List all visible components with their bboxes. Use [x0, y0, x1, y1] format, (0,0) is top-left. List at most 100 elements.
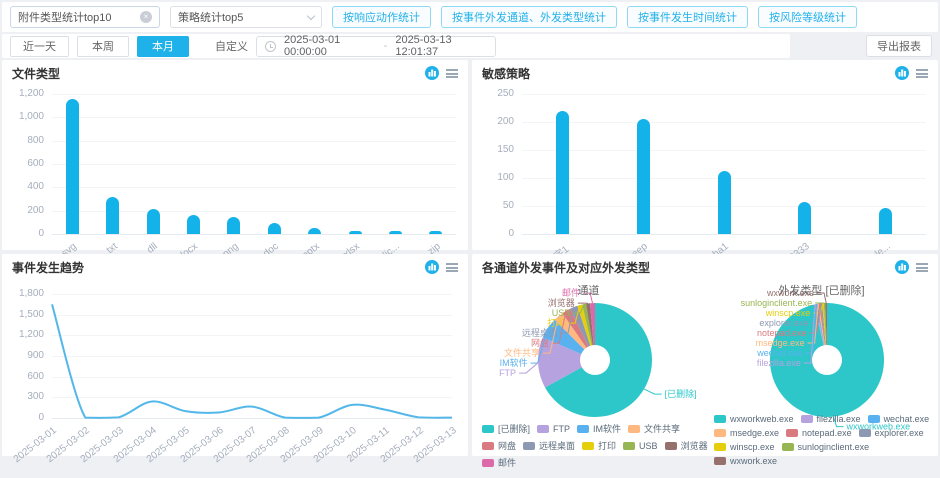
legend-swatch — [623, 442, 635, 450]
legend-label: 远程桌面 — [539, 439, 575, 452]
legend-item[interactable]: [已删除] — [482, 422, 530, 435]
legend-swatch — [714, 457, 726, 465]
gridline — [52, 141, 456, 142]
gridline — [52, 234, 456, 235]
pie-label: 网盘 — [531, 337, 549, 348]
pie-label: FTP — [499, 368, 516, 378]
legend-item[interactable]: 打印 — [582, 439, 616, 452]
legend-label: 邮件 — [498, 456, 516, 469]
policy-stat-select-value: 策略统计top5 — [178, 9, 243, 25]
range-this-month-button[interactable]: 本月 — [137, 36, 189, 57]
legend-label: [已删除] — [498, 422, 530, 435]
bar — [879, 208, 892, 234]
panel-title-file-type: 文件类型 — [12, 65, 60, 82]
y-axis-tick: 50 — [472, 200, 514, 211]
bar — [429, 231, 442, 234]
stat-by-time-button[interactable]: 按事件发生时间统计 — [627, 6, 748, 28]
bar — [227, 217, 240, 235]
donut-hole — [812, 345, 842, 375]
legend-swatch — [714, 443, 726, 451]
attachment-type-select[interactable]: 附件类型统计top10 × — [10, 6, 160, 28]
legend-swatch — [859, 429, 871, 437]
legend-item[interactable]: 文件共享 — [628, 422, 680, 435]
legend-item[interactable]: FTP — [537, 422, 570, 435]
legend-label: winscp.exe — [730, 442, 775, 452]
bar — [637, 119, 650, 234]
pie-label: msedge.exe — [756, 338, 805, 348]
pie-label: 浏览器 — [548, 297, 575, 308]
legend-item[interactable]: 邮件 — [482, 456, 516, 469]
custom-range-label: 自定义 — [215, 38, 248, 54]
stat-by-action-button[interactable]: 按响应动作统计 — [332, 6, 431, 28]
legend-item[interactable]: winscp.exe — [714, 442, 775, 452]
legend-item[interactable]: sunloginclient.exe — [782, 442, 870, 452]
legend-item[interactable]: msedge.exe — [714, 428, 779, 438]
pie-label: USB — [552, 308, 571, 318]
legend-label: sunloginclient.exe — [798, 442, 870, 452]
y-axis-tick: 200 — [472, 116, 514, 127]
legend-item[interactable]: filezilla.exe — [801, 414, 861, 424]
legend-item[interactable]: explorer.exe — [859, 428, 924, 438]
donut-hole — [580, 345, 610, 375]
legend-label: 浏览器 — [681, 439, 708, 452]
list-view-icon[interactable] — [446, 69, 458, 78]
legend-item[interactable]: wechat.exe — [868, 414, 930, 424]
channel-pie-legend: [已删除] FTP IM软件 文件共享网盘 远程桌面打印 USB 浏览器邮件 — [482, 422, 716, 469]
y-axis-tick: 150 — [472, 144, 514, 155]
legend-item[interactable]: wxworkweb.exe — [714, 414, 794, 424]
export-report-button[interactable]: 导出报表 — [866, 35, 932, 57]
date-end: 2025-03-13 12:01:37 — [395, 34, 487, 58]
legend-item[interactable]: USB — [623, 439, 658, 452]
attachment-type-select-value: 附件类型统计top10 — [18, 9, 112, 25]
legend-item[interactable]: 网盘 — [482, 439, 516, 452]
panel-channel-types: 各通道外发事件及对应外发类型 通道 外发类型 [已删除] 邮件浏览器USB打印远… — [472, 254, 938, 456]
legend-swatch — [714, 415, 726, 423]
range-this-week-button[interactable]: 本周 — [77, 36, 129, 57]
bar — [798, 202, 811, 234]
bar — [187, 215, 200, 234]
stat-by-risk-button[interactable]: 按风险等级统计 — [758, 6, 857, 28]
legend-label: wxwork.exe — [730, 456, 777, 466]
list-view-icon[interactable] — [446, 263, 458, 272]
clear-icon[interactable]: × — [140, 11, 152, 23]
clock-icon — [265, 41, 276, 52]
legend-swatch — [628, 425, 640, 433]
legend-item[interactable]: 浏览器 — [665, 439, 708, 452]
y-axis-tick: 400 — [2, 181, 44, 192]
chart-view-icon[interactable] — [895, 66, 909, 80]
range-last-day-button[interactable]: 近一天 — [10, 36, 69, 57]
legend-swatch — [801, 415, 813, 423]
y-axis-tick: 0 — [472, 228, 514, 239]
legend-item[interactable]: wxwork.exe — [714, 456, 777, 466]
chart-view-icon[interactable] — [425, 260, 439, 274]
legend-label: 文件共享 — [644, 422, 680, 435]
pie-label: wechat.exe — [756, 348, 803, 358]
list-view-icon[interactable] — [916, 69, 928, 78]
legend-label: msedge.exe — [730, 428, 779, 438]
panel-event-trend: 事件发生趋势 03006009001,2001,5001,8002025-03-… — [2, 254, 468, 456]
stat-by-channel-type-button[interactable]: 按事件外发通道、外发类型统计 — [441, 6, 617, 28]
pie-label: [已删除] — [665, 388, 697, 399]
bar — [268, 223, 281, 234]
legend-label: 网盘 — [498, 439, 516, 452]
gridline — [522, 94, 926, 95]
legend-item[interactable]: 远程桌面 — [523, 439, 575, 452]
chart-view-icon[interactable] — [425, 66, 439, 80]
list-view-icon[interactable] — [916, 263, 928, 272]
legend-item[interactable]: notepad.exe — [786, 428, 852, 438]
legend-swatch — [577, 425, 589, 433]
legend-item[interactable]: IM软件 — [577, 422, 621, 435]
date-range-picker[interactable]: 2025-03-01 00:00:00 - 2025-03-13 12:01:3… — [256, 36, 496, 57]
panel-title-trend: 事件发生趋势 — [12, 259, 84, 276]
legend-label: FTP — [553, 424, 570, 434]
legend-swatch — [482, 442, 494, 450]
legend-swatch — [482, 425, 494, 433]
legend-swatch — [868, 415, 880, 423]
panel-title-channel: 各通道外发事件及对应外发类型 — [482, 259, 650, 276]
policy-stat-select[interactable]: 策略统计top5 — [170, 6, 322, 28]
gridline — [522, 122, 926, 123]
bar — [147, 209, 160, 234]
chart-view-icon[interactable] — [895, 260, 909, 274]
legend-label: explorer.exe — [875, 428, 924, 438]
panel-title-policy: 敏感策略 — [482, 65, 530, 82]
